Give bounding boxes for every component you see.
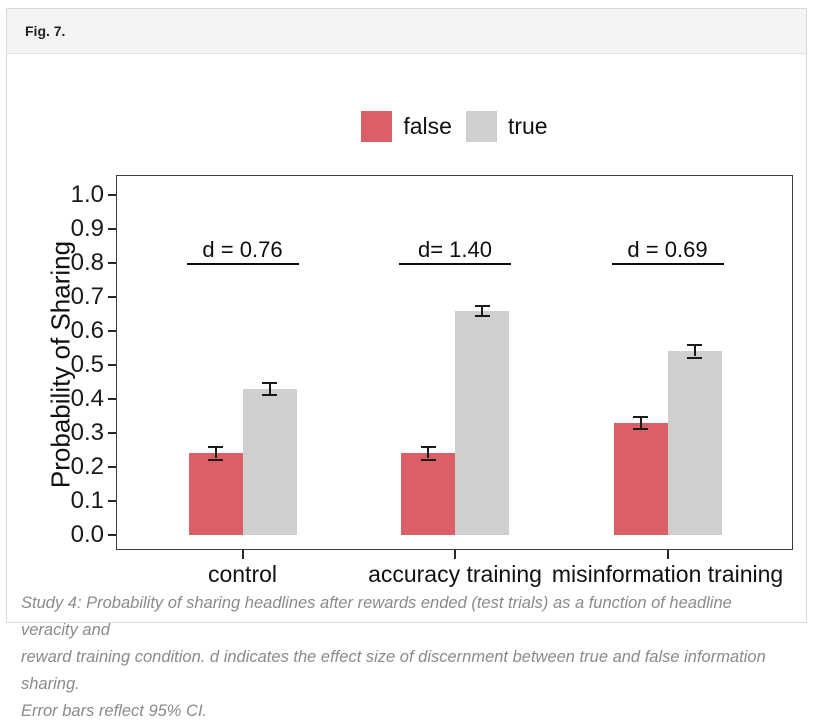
- bar-chart: false true Probability of Sharing 0.0 0.1…: [7, 55, 806, 720]
- figure-number-label: Fig. 7.: [25, 23, 66, 39]
- y-tick-label: 0.2: [70, 453, 104, 480]
- errorbar-true-accuracy-training: [481, 306, 483, 315]
- x-axis-label-misinformation-training: misinformation training: [551, 561, 784, 587]
- x-tick: [241, 550, 244, 559]
- figure-caption: Study 4: Probability of sharing headline…: [21, 590, 793, 725]
- y-tick-label: 1.0: [70, 181, 104, 208]
- errorbar-cap: [687, 344, 702, 347]
- bar-false-control: [188, 453, 243, 535]
- errorbar-cap: [633, 415, 648, 418]
- errorbar-true-misinformation-training: [693, 346, 696, 357]
- errorbar-cap: [687, 356, 702, 359]
- bar-false-accuracy-training: [401, 453, 455, 535]
- effect-size-annotation-control: d = 0.76: [186, 238, 299, 265]
- figure-header: Fig. 7.: [7, 9, 806, 54]
- errorbar-false-control: [214, 448, 217, 459]
- errorbar-false-accuracy-training: [427, 448, 429, 459]
- effect-size-annotation-accuracy-training: d= 1.40: [399, 238, 511, 265]
- y-tick: [108, 534, 116, 536]
- chart-legend: false true: [116, 111, 793, 142]
- y-tick: [108, 262, 116, 264]
- y-tick-label: 0.0: [70, 521, 104, 548]
- errorbar-cap: [208, 458, 223, 461]
- errorbar-cap: [633, 427, 648, 430]
- x-tick: [666, 550, 669, 559]
- caption-line: reward training condition. d indicates t…: [21, 648, 766, 693]
- legend-label-false: false: [403, 113, 452, 139]
- y-tick: [108, 296, 116, 298]
- y-tick: [108, 364, 116, 366]
- y-tick-label: 0.7: [70, 283, 104, 310]
- y-tick: [108, 330, 116, 332]
- bar-true-accuracy-training: [455, 310, 509, 535]
- bar-true-control: [242, 388, 297, 535]
- errorbar-true-control: [268, 383, 271, 394]
- figure-card: Fig. 7. false true Probability of Sharin…: [6, 8, 807, 720]
- errorbar-cap: [262, 393, 277, 396]
- errorbar-cap: [208, 446, 223, 449]
- legend-label-true: true: [507, 113, 548, 139]
- y-tick-label: 0.6: [70, 317, 104, 344]
- errorbar-cap: [474, 304, 490, 307]
- y-tick-label: 0.5: [70, 351, 104, 378]
- effect-size-annotation-misinformation-training: d = 0.69: [611, 238, 724, 265]
- y-tick: [108, 466, 116, 468]
- y-tick: [108, 500, 116, 502]
- y-tick-label: 0.8: [70, 249, 104, 276]
- errorbar-cap: [262, 381, 277, 384]
- y-tick: [108, 228, 116, 230]
- x-axis-label-control: control: [207, 561, 278, 587]
- y-tick: [108, 398, 116, 400]
- x-axis-label-accuracy-training: accuracy training: [368, 561, 542, 587]
- errorbar-false-misinformation-training: [639, 417, 642, 428]
- legend-swatch-true-icon: [465, 111, 497, 142]
- legend-swatch-false-icon: [361, 111, 393, 142]
- y-tick: [108, 194, 116, 196]
- y-tick-label: 0.9: [70, 215, 104, 242]
- bar-true-misinformation-training: [667, 351, 722, 535]
- errorbar-cap: [474, 314, 490, 317]
- x-tick: [454, 550, 456, 559]
- legend-item-true: true: [465, 111, 548, 142]
- caption-line: Error bars reflect 95% CI.: [21, 702, 208, 720]
- errorbar-cap: [420, 458, 436, 461]
- y-tick-label: 0.1: [70, 487, 104, 514]
- errorbar-cap: [420, 446, 436, 449]
- bar-false-misinformation-training: [613, 422, 668, 535]
- caption-line: Study 4: Probability of sharing headline…: [21, 594, 732, 639]
- y-tick-label: 0.4: [70, 385, 104, 412]
- y-tick: [108, 432, 116, 434]
- y-tick-label: 0.3: [70, 419, 104, 446]
- legend-item-false: false: [361, 111, 452, 142]
